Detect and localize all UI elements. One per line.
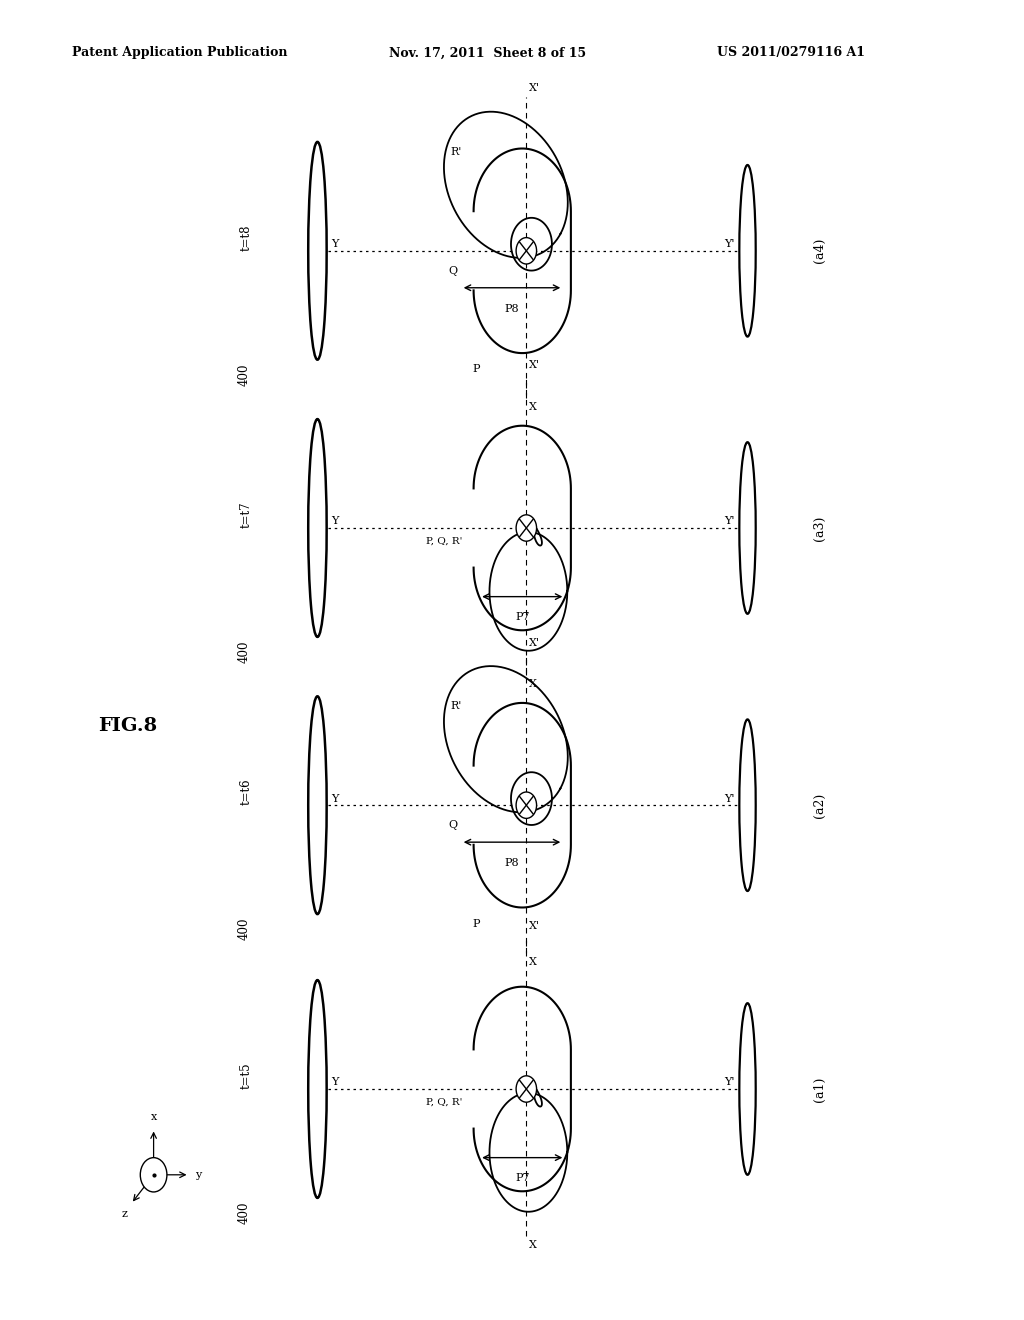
Text: x: x <box>151 1111 157 1122</box>
Text: Q: Q <box>449 265 457 276</box>
Text: Y: Y <box>331 516 338 527</box>
Text: P: P <box>472 919 480 929</box>
Text: Y: Y <box>331 793 338 804</box>
Text: y: y <box>195 1170 201 1180</box>
Text: Y': Y' <box>724 793 734 804</box>
Text: t=t7: t=t7 <box>240 502 252 528</box>
Circle shape <box>516 792 537 818</box>
Text: t=t8: t=t8 <box>240 224 252 251</box>
Text: Y: Y <box>331 1077 338 1088</box>
Text: P7: P7 <box>515 612 529 623</box>
Text: US 2011/0279116 A1: US 2011/0279116 A1 <box>717 46 865 59</box>
Text: Patent Application Publication: Patent Application Publication <box>72 46 287 59</box>
Text: (a2): (a2) <box>813 792 825 818</box>
Text: R': R' <box>450 701 462 711</box>
Text: 400: 400 <box>238 363 250 385</box>
Text: Y: Y <box>331 239 338 249</box>
Text: X': X' <box>529 360 541 371</box>
Text: P: P <box>472 364 480 375</box>
Text: Q: Q <box>449 820 457 830</box>
Text: P, Q, R': P, Q, R' <box>426 1098 463 1106</box>
Text: Nov. 17, 2011  Sheet 8 of 15: Nov. 17, 2011 Sheet 8 of 15 <box>389 46 587 59</box>
Text: P8: P8 <box>505 304 519 314</box>
Text: P7: P7 <box>515 1173 529 1184</box>
Text: X': X' <box>529 921 541 932</box>
Text: 400: 400 <box>238 640 250 663</box>
Circle shape <box>516 1076 537 1102</box>
Text: (a4): (a4) <box>813 238 825 264</box>
Text: 400: 400 <box>238 917 250 940</box>
Text: FIG.8: FIG.8 <box>98 717 158 735</box>
Text: Y': Y' <box>724 516 734 527</box>
Text: X: X <box>529 403 538 412</box>
Text: (a1): (a1) <box>813 1076 825 1102</box>
Circle shape <box>516 515 537 541</box>
Text: R': R' <box>450 147 462 157</box>
Circle shape <box>140 1158 167 1192</box>
Text: z: z <box>121 1209 127 1220</box>
Text: Y': Y' <box>724 1077 734 1088</box>
Text: P, Q, R': P, Q, R' <box>426 537 463 545</box>
Text: Y': Y' <box>724 239 734 249</box>
Text: P8: P8 <box>505 858 519 869</box>
Text: 400: 400 <box>238 1201 250 1224</box>
Text: X: X <box>529 680 538 689</box>
Circle shape <box>516 238 537 264</box>
Text: X': X' <box>529 83 541 94</box>
Text: X': X' <box>529 638 541 648</box>
Text: (a3): (a3) <box>813 515 825 541</box>
Text: X: X <box>529 1241 538 1250</box>
Text: X: X <box>529 957 538 966</box>
Text: t=t5: t=t5 <box>240 1063 252 1089</box>
Text: t=t6: t=t6 <box>240 779 252 805</box>
